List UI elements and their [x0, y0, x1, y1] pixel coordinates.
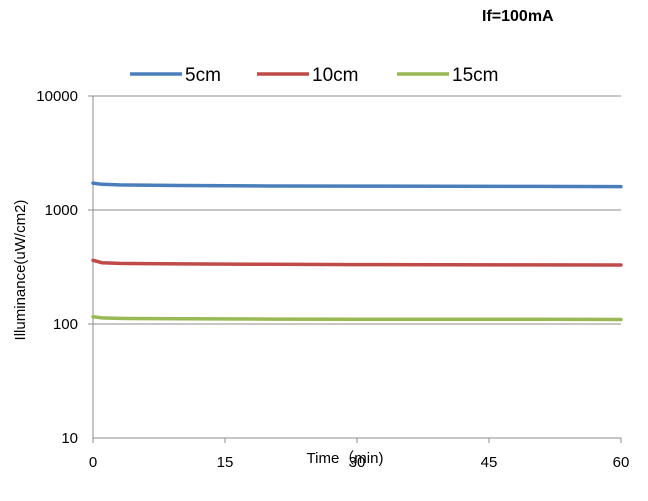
legend: 5cm 10cm 15cm [130, 65, 498, 86]
series-line-10cm [91, 258, 623, 267]
y-axis-label: Illuminance(uW/cm2) [12, 200, 29, 341]
x-tick-label-60: 60 [613, 454, 630, 471]
legend-label-15cm: 15cm [452, 65, 498, 86]
series-line-15cm [91, 314, 623, 322]
series-lines [91, 181, 623, 322]
y-tick-label-10: 10 [61, 430, 78, 447]
x-tick-label-0: 0 [89, 454, 97, 471]
y-tick-label-10000: 10000 [36, 88, 78, 105]
x-axis-label: Time（min) [307, 450, 384, 467]
legend-label-10cm: 10cm [312, 65, 358, 86]
series-line-5cm [91, 181, 623, 189]
axes [88, 95, 622, 443]
grid-lines [93, 95, 621, 325]
x-tick-labels: 0 15 30 45 60 [89, 454, 630, 471]
y-tick-labels: 10 100 1000 10000 [36, 88, 78, 447]
x-tick-label-15: 15 [217, 454, 234, 471]
legend-label-5cm: 5cm [185, 65, 221, 86]
y-tick-label-100: 100 [53, 316, 78, 333]
x-tick-label-30: 30 [349, 454, 366, 471]
x-tick-label-45: 45 [481, 454, 498, 471]
y-tick-label-1000: 1000 [45, 202, 78, 219]
chart-title: If=100mA [482, 8, 554, 25]
